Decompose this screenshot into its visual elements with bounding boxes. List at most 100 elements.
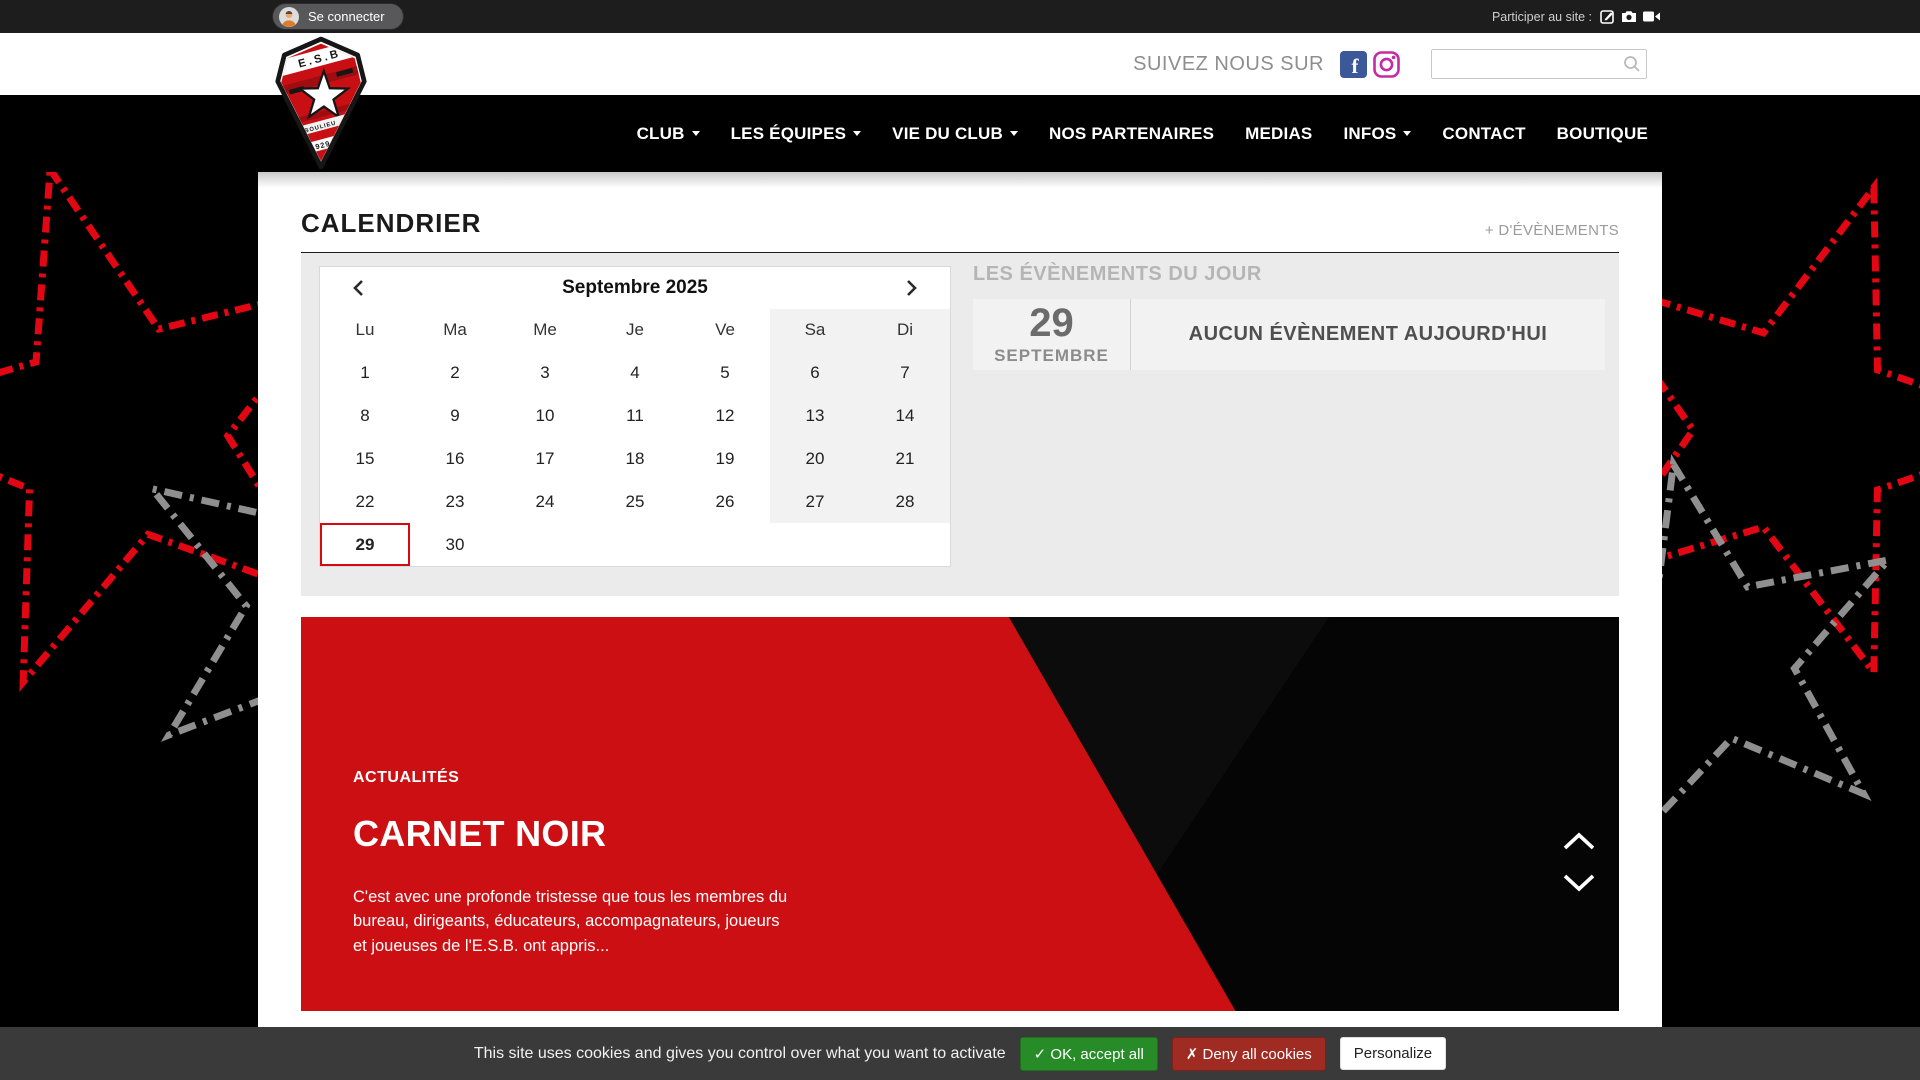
chevron-down-icon — [1563, 874, 1595, 892]
no-event-message: AUCUN ÉVÈNEMENT AUJOURD'HUI — [1188, 323, 1548, 345]
nav-item-vie-du-club[interactable]: VIE DU CLUB — [892, 124, 1018, 144]
chevron-down-icon — [691, 131, 700, 136]
carousel-next-button[interactable] — [1561, 872, 1597, 894]
event-month-name: SEPTEMBRE — [994, 346, 1109, 365]
instagram-icon[interactable] — [1372, 50, 1401, 79]
more-events-link[interactable]: + D'ÉVÈNEMENTS — [1484, 222, 1619, 239]
calendar-day-headers: Lu Ma Me Je Ve Sa Di — [320, 309, 950, 351]
user-avatar-icon — [279, 6, 299, 27]
calendar-day-cell[interactable]: 15 — [355, 448, 375, 468]
club-logo[interactable]: E.S.B BOULIEU 1929 — [274, 35, 368, 171]
calendar-day-cell[interactable]: 7 — [860, 351, 950, 394]
nav-item-les-equipes[interactable]: LES ÉQUIPES — [731, 124, 862, 144]
login-label: Se connecter — [308, 9, 385, 24]
accept-cookies-button[interactable]: ✓ OK, accept all — [1019, 1036, 1158, 1071]
calendar-day-cell[interactable]: 20 — [770, 437, 860, 480]
nav-item-club[interactable]: CLUB — [637, 124, 700, 144]
calendar-day-cell[interactable]: 26 — [715, 491, 735, 511]
calendar-day-cell[interactable]: 21 — [860, 437, 950, 480]
calendar-day-cell[interactable] — [770, 523, 860, 566]
calendar-day-cell[interactable]: 5 — [720, 362, 730, 382]
previous-month-button[interactable] — [352, 279, 364, 297]
calendar-events-section: Septembre 2025 Lu Ma Me Je Ve Sa Di — [301, 253, 1619, 596]
day-header: Di — [860, 309, 950, 351]
chevron-up-icon — [1563, 832, 1595, 850]
calendar-day-cell[interactable]: 8 — [360, 405, 370, 425]
news-banner[interactable]: ACTUALITÉS CARNET NOIR C'est avec une pr… — [301, 617, 1619, 1011]
calendar-week-row: 15 16 17 18 19 20 21 — [320, 437, 950, 480]
calendar-day-cell[interactable]: 30 — [445, 534, 465, 554]
calendar-day-cell[interactable] — [500, 523, 590, 566]
events-of-the-day: LES ÉVÈNEMENTS DU JOUR 29 SEPTEMBRE AUCU… — [973, 263, 1605, 370]
calendar-day-cell[interactable] — [860, 523, 950, 566]
carousel-previous-button[interactable] — [1561, 830, 1597, 852]
participate-label: Participer au site : — [1491, 9, 1592, 24]
calendar-day-cell[interactable]: 14 — [860, 394, 950, 437]
edit-icon[interactable] — [1600, 9, 1615, 24]
calendar-day-cell-selected[interactable]: 29 — [320, 523, 410, 566]
events-panel: 29 SEPTEMBRE AUCUN ÉVÈNEMENT AUJOURD'HUI — [973, 299, 1605, 370]
event-date: 29 SEPTEMBRE — [973, 299, 1131, 370]
calendar-day-cell[interactable]: 22 — [355, 491, 375, 511]
participate-area: Participer au site : — [1492, 0, 1660, 33]
main-content: CALENDRIER + D'ÉVÈNEMENTS Septembre 2025 — [258, 172, 1662, 1080]
day-header: Sa — [770, 309, 860, 351]
next-month-button[interactable] — [906, 279, 918, 297]
calendar-day-cell[interactable]: 24 — [535, 491, 555, 511]
nav-item-contact[interactable]: CONTACT — [1442, 123, 1526, 143]
nav-item-boutique[interactable]: BOUTIQUE — [1556, 123, 1648, 143]
news-excerpt: C'est avec une profonde tristesse que to… — [353, 888, 788, 955]
personalize-cookies-button[interactable]: Personalize — [1339, 1037, 1447, 1070]
calendar-day-cell[interactable]: 9 — [450, 405, 460, 425]
chevron-down-icon — [1403, 131, 1412, 136]
calendar-day-cell[interactable]: 17 — [535, 448, 555, 468]
deny-cookies-button[interactable]: ✗ Deny all cookies — [1171, 1036, 1326, 1071]
top-bar: Se connecter Participer au site : — [0, 0, 1920, 33]
page-title: CALENDRIER — [301, 208, 482, 238]
calendar-day-cell[interactable]: 16 — [445, 448, 465, 468]
nav-item-infos[interactable]: INFOS — [1343, 124, 1412, 144]
news-kicker: ACTUALITÉS — [353, 769, 460, 786]
calendar-day-cell[interactable]: 23 — [445, 491, 465, 511]
calendar-day-cell[interactable] — [590, 523, 680, 566]
calendar-day-cell[interactable]: 6 — [770, 351, 860, 394]
calendar-day-cell[interactable]: 25 — [625, 491, 645, 511]
calendar-day-cell[interactable]: 28 — [860, 480, 950, 523]
calendar-month-label: Septembre 2025 — [562, 277, 708, 298]
calendar-week-row: 8 9 10 11 12 13 14 — [320, 394, 950, 437]
calendar-week-row: 29 30 — [320, 523, 950, 566]
nav-item-nos-partenaires[interactable]: NOS PARTENAIRES — [1048, 123, 1215, 143]
chevron-down-icon — [853, 131, 862, 136]
day-header: Ve — [715, 320, 735, 339]
calendar-week-row: 22 23 24 25 26 27 28 — [320, 480, 950, 523]
calendar-day-cell[interactable]: 18 — [625, 448, 645, 468]
calendar-day-cell[interactable]: 10 — [535, 405, 555, 425]
calendar-day-cell[interactable]: 12 — [715, 405, 735, 425]
camera-icon[interactable] — [1621, 10, 1637, 23]
calendar-widget: Septembre 2025 Lu Ma Me Je Ve Sa Di — [319, 266, 951, 567]
nav-item-medias[interactable]: MEDIAS — [1245, 123, 1313, 143]
calendar-week-row: 1 2 3 4 5 6 7 — [320, 351, 950, 394]
event-day-number: 29 — [1029, 301, 1074, 345]
svg-text:f: f — [1352, 54, 1360, 78]
day-header: Me — [533, 320, 557, 339]
calendar-day-cell[interactable]: 4 — [630, 362, 640, 382]
calendar-day-cell[interactable]: 19 — [715, 448, 735, 468]
calendar-day-cell[interactable]: 2 — [450, 362, 460, 382]
login-button[interactable]: Se connecter — [272, 3, 404, 30]
calendar-day-cell[interactable]: 3 — [540, 362, 550, 382]
cookie-message: This site uses cookies and gives you con… — [473, 1044, 1006, 1062]
day-header: Je — [626, 320, 644, 339]
calendar-day-cell[interactable] — [680, 523, 770, 566]
news-title[interactable]: CARNET NOIR — [353, 813, 607, 854]
follow-us-label: SUIVEZ NOUS SUR — [1133, 52, 1324, 75]
facebook-icon[interactable]: f — [1340, 50, 1367, 78]
search-input[interactable] — [1431, 49, 1647, 79]
calendar-day-cell[interactable]: 27 — [770, 480, 860, 523]
search-icon[interactable] — [1623, 55, 1641, 78]
calendar-day-cell[interactable]: 13 — [770, 394, 860, 437]
video-icon[interactable] — [1643, 11, 1660, 22]
calendar-day-cell[interactable]: 1 — [360, 362, 370, 382]
calendar-day-cell[interactable]: 11 — [626, 405, 644, 425]
